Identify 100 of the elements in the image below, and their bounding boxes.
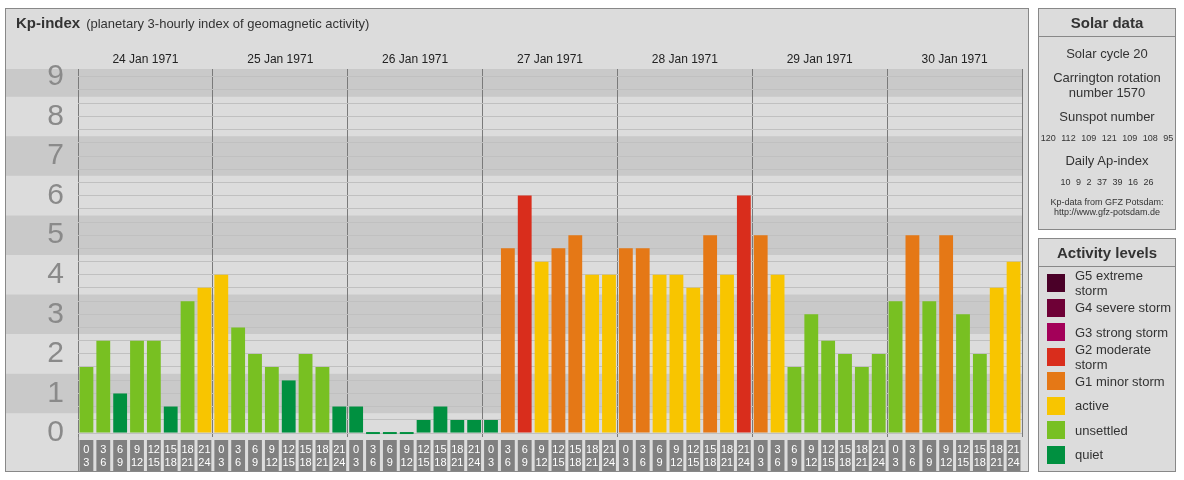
y-tick-label: 1 bbox=[47, 374, 64, 408]
x-tick-label: 12 15 bbox=[822, 442, 835, 468]
bar bbox=[517, 195, 532, 433]
y-tick-label: 7 bbox=[47, 137, 64, 171]
x-tick-label: 18 21 bbox=[720, 442, 734, 468]
x-tick-label: 0 3 bbox=[218, 442, 225, 468]
bar bbox=[298, 353, 313, 433]
x-tick-label: 3 6 bbox=[639, 442, 646, 468]
x2-tick-label: 24 Jan 1971 bbox=[112, 52, 179, 67]
bar bbox=[972, 353, 987, 433]
x2-tick-label: 29 Jan 1971 bbox=[786, 52, 854, 67]
x-tick-label: 6 9 bbox=[791, 442, 798, 468]
bar bbox=[1006, 261, 1021, 433]
x-tick-label: 3 6 bbox=[100, 442, 107, 468]
bar bbox=[821, 340, 836, 433]
bar bbox=[382, 432, 397, 435]
y-tick-label: 2 bbox=[47, 335, 64, 369]
x-tick-label: 6 9 bbox=[656, 442, 663, 468]
x-tick-label: 12 15 bbox=[147, 442, 160, 468]
legend-label: unsettled bbox=[1075, 422, 1128, 438]
x-tick-label: 21 24 bbox=[872, 442, 885, 468]
x-tick-label: 15 18 bbox=[299, 442, 312, 468]
x-tick-label: 0 3 bbox=[892, 442, 899, 468]
bar bbox=[197, 287, 212, 433]
x-tick-label: 12 15 bbox=[282, 442, 295, 468]
x-tick-label: 6 9 bbox=[521, 442, 528, 468]
text: 10 9 2 37 39 16 26 bbox=[1059, 177, 1155, 187]
bar bbox=[349, 406, 364, 433]
x-tick-label: 9 12 bbox=[805, 442, 818, 468]
x-tick-label: 18 21 bbox=[316, 442, 329, 468]
x-tick-label: 12 15 bbox=[552, 442, 565, 468]
bar bbox=[703, 235, 718, 433]
legend-label: G4 severe storm bbox=[1075, 300, 1172, 316]
bar bbox=[770, 274, 785, 433]
x-tick-label: 18 21 bbox=[451, 442, 464, 468]
bar bbox=[433, 406, 448, 433]
x-tick-label: 0 3 bbox=[83, 442, 90, 468]
x-tick-label: 12 15 bbox=[417, 442, 430, 468]
x-tick-label: 9 12 bbox=[670, 442, 683, 468]
bar bbox=[838, 353, 852, 433]
chart-title: Kp-index bbox=[16, 14, 81, 31]
y-tick-label: 9 bbox=[47, 58, 64, 92]
x-tick-label: 15 18 bbox=[569, 442, 582, 468]
x-tick-label: 21 24 bbox=[333, 442, 346, 468]
text: 120 112 109 121 109 108 95 bbox=[1039, 133, 1175, 143]
x-tick-label: 15 18 bbox=[164, 442, 177, 468]
bar bbox=[467, 419, 482, 433]
text: Solar cycle 20 bbox=[1065, 46, 1149, 61]
x-tick-label: 18 21 bbox=[181, 442, 194, 468]
bar bbox=[922, 301, 937, 433]
bar bbox=[905, 235, 920, 433]
x-tick-label: 6 9 bbox=[386, 442, 393, 468]
x-tick-label: 12 15 bbox=[956, 442, 970, 468]
bar bbox=[231, 327, 246, 433]
legend-label: G1 minor storm bbox=[1075, 373, 1165, 389]
bar bbox=[416, 419, 431, 433]
legend-label: G3 strong storm bbox=[1075, 324, 1169, 340]
x-tick-label: 9 12 bbox=[940, 442, 953, 468]
bar bbox=[618, 248, 633, 433]
bar bbox=[720, 274, 734, 433]
x-tick-label: 3 6 bbox=[909, 442, 916, 468]
x-tick-label: 21 24 bbox=[602, 442, 616, 468]
x-tick-label: 0 3 bbox=[487, 442, 495, 468]
legend-label: active bbox=[1075, 398, 1109, 414]
bar bbox=[602, 274, 616, 433]
x-tick-label: 6 9 bbox=[251, 442, 259, 468]
y-tick-label: 5 bbox=[47, 216, 64, 250]
bar bbox=[652, 274, 667, 433]
bar bbox=[366, 432, 380, 435]
bar bbox=[871, 353, 886, 433]
x-tick-label: 15 18 bbox=[704, 442, 717, 468]
text: Carrington rotation number 1570 bbox=[1052, 70, 1162, 100]
y-tick-label: 8 bbox=[47, 97, 64, 131]
x2-tick-label: 28 Jan 1971 bbox=[651, 52, 719, 67]
x-tick-label: 18 21 bbox=[855, 442, 868, 468]
bar bbox=[551, 248, 566, 433]
bar bbox=[214, 274, 229, 433]
bar bbox=[686, 287, 701, 433]
x-tick-label: 18 21 bbox=[990, 442, 1003, 468]
x-tick-label: 21 24 bbox=[737, 442, 750, 468]
bar bbox=[956, 314, 970, 433]
bar bbox=[96, 340, 111, 433]
text: Sunspot number bbox=[1058, 109, 1156, 124]
y-tick-label: 4 bbox=[47, 256, 64, 290]
bar bbox=[939, 235, 954, 433]
legend-label: G5 extreme storm bbox=[1075, 268, 1144, 299]
x-tick-label: 3 6 bbox=[235, 442, 242, 468]
bar bbox=[804, 314, 819, 433]
text: Kp-data from GFZ Potsdam: http://www.gfz-potsdam.de bbox=[1049, 197, 1165, 217]
x-tick-label: 15 18 bbox=[973, 442, 986, 468]
x-tick-label: 18 21 bbox=[586, 442, 599, 468]
x-tick-label: 6 9 bbox=[117, 442, 124, 468]
x-tick-label: 15 18 bbox=[434, 442, 447, 468]
x-tick-label: 3 6 bbox=[504, 442, 511, 468]
legend-title: Activity levels bbox=[1039, 239, 1175, 267]
bar bbox=[315, 366, 330, 433]
x-tick-label: 0 3 bbox=[353, 442, 360, 468]
x-tick-label: 12 15 bbox=[687, 442, 700, 468]
bar bbox=[854, 366, 869, 433]
x2-tick-label: 25 Jan 1971 bbox=[247, 52, 314, 67]
